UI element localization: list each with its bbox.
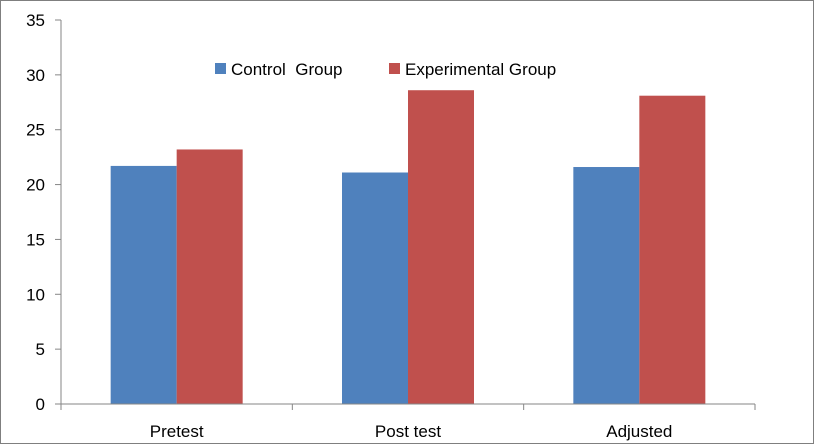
legend-swatch: [389, 63, 400, 74]
y-tick-label: 30: [26, 66, 45, 85]
legend-swatch: [215, 63, 226, 74]
bar-experimental-3: [639, 95, 706, 405]
bar-control-3: [573, 167, 640, 404]
legend-label: Control Group: [231, 60, 343, 79]
x-axis-labels: Pretest Post test Adjusted: [60, 404, 756, 441]
y-tick-label: 20: [26, 176, 45, 195]
y-tick-label: 5: [36, 340, 45, 359]
bar-control-1: [110, 165, 177, 404]
axes: [60, 20, 755, 405]
y-tick-label: 10: [26, 285, 45, 304]
y-tick-label: 35: [26, 11, 45, 30]
bar-experimental-1: [176, 149, 243, 404]
x-tick-label: Pretest: [150, 422, 204, 441]
legend-label: Experimental Group: [405, 60, 556, 79]
bars: [110, 90, 706, 405]
x-tick-label: Adjusted: [606, 422, 672, 441]
y-tick-label: 25: [26, 121, 45, 140]
y-axis-ticks: 0 5 10 15 20 25 30 35: [26, 11, 61, 414]
y-tick-label: 0: [36, 395, 45, 414]
x-tick-label: Post test: [375, 422, 441, 441]
bar-experimental-2: [408, 90, 474, 405]
y-tick-label: 15: [26, 230, 45, 249]
legend: Control Group Experimental Group: [215, 60, 556, 79]
bar-control-2: [342, 172, 408, 404]
